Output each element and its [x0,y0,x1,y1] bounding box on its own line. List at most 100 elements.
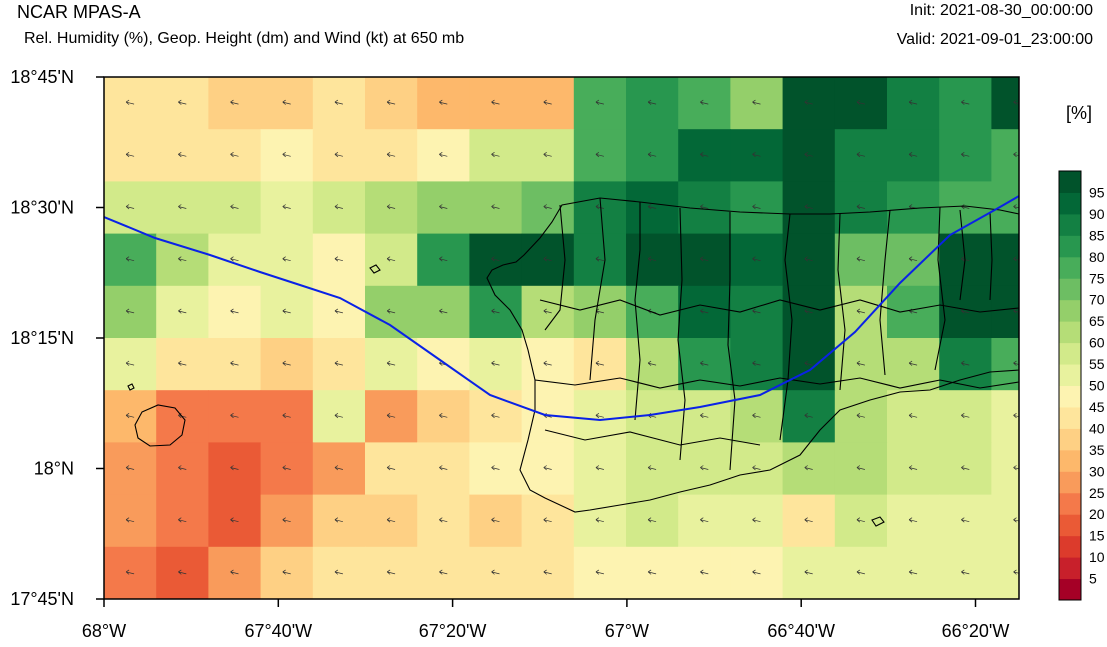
wind-vector [491,360,500,366]
wind-vector [908,152,918,158]
wind-vector [1013,360,1019,366]
wind-vector [908,569,918,575]
wind-vector [491,256,500,262]
wind-vector [752,517,761,523]
wind-vector [491,152,500,158]
colorbar-swatch [1059,278,1081,301]
wind-vector [334,308,343,314]
colorbar-swatch [1059,471,1081,494]
humidity-cell [991,442,1019,496]
colorbar: 5 10 15 20 25 30 35 40 45 50 55 60 65 70 75 80 85 90 95 [1058,170,1105,601]
humidity-cell [991,77,1019,130]
lon-tick-label: 67°40'W [244,621,312,641]
wind-vector [491,204,500,210]
wind-vector [178,465,187,471]
wind-vector [282,517,291,523]
wind-vector [543,99,552,105]
colorbar-swatch [1059,364,1081,386]
wind-vector [386,569,396,575]
wind-vector [752,465,761,471]
colorbar-unit: [%] [1066,103,1093,123]
wind-vector [804,360,813,366]
wind-vector [856,99,865,105]
colorbar-swatch [1059,428,1081,451]
colorbar-label: 95 [1089,184,1105,200]
lat-tick-label: 18°15'N [10,328,74,348]
wind-vector [700,465,709,471]
wind-vector [178,308,187,314]
wind-vector [386,360,396,366]
caja-de-muertos [871,516,885,527]
wind-vector [230,569,239,575]
colorbar-label: 50 [1089,378,1105,394]
wind-vector [230,465,239,471]
wind-vector [857,622,865,627]
wind-vector [1013,569,1019,575]
wind-vector [543,569,552,575]
monito-island [127,383,135,391]
wind-vector [386,204,396,210]
wind-vector [230,308,239,314]
wind-vector [386,152,396,158]
wind-vector [700,569,709,575]
colorbar-swatch [1059,321,1081,344]
wind-vector [125,517,135,523]
wind-vector [125,360,135,366]
colorbar-swatch [1059,449,1081,472]
wind-vector [700,99,709,105]
wind-vector [804,256,813,262]
colorbar-swatch [1059,514,1081,537]
wind-vector [125,465,135,471]
humidity-cell [835,599,888,647]
colorbar-frame [1058,170,1082,601]
wind-vector [282,308,291,314]
wind-vector [752,360,761,366]
wind-vector [334,152,343,158]
wind-vector [178,517,187,523]
wind-vector [909,622,917,627]
wind-vector [178,360,187,366]
wind-vector [439,204,448,210]
wind-vector [856,308,865,314]
wind-vector [543,517,552,523]
wind-vector [334,413,343,419]
colorbar-label: 55 [1089,356,1105,372]
wind-vector [753,622,761,627]
lat-tick-label: 18°30'N [10,198,74,218]
wind-vector [1013,517,1019,523]
wind-vector [543,204,552,210]
wind-vector [1013,152,1019,158]
colorbar-swatch [1059,213,1081,236]
wind-vector [804,517,813,523]
wind-vector [908,99,918,105]
wind-vector [595,360,604,366]
wind-vector [282,413,291,419]
wind-vector [544,622,552,627]
wind-vector [1013,308,1019,314]
wind-vector [700,360,709,366]
wind-vector [961,99,970,105]
wind-vector [282,256,291,262]
wind-vector [491,308,500,314]
colorbar-label: 40 [1089,420,1105,436]
wind-vector [908,256,918,262]
lon-tick-label: 66°20'W [942,621,1010,641]
wind-vector [1013,465,1019,471]
wind-vector [282,360,291,366]
wind-vector [231,622,239,627]
colorbar-swatch [1059,235,1081,258]
lat-tick-label: 18°N [34,459,74,479]
wind-vector [491,413,500,419]
humidity-cell [678,599,731,647]
colorbar-swatch [1059,192,1081,215]
wind-vector [178,622,186,627]
wind-vector [856,204,865,210]
wind-vector [700,308,709,314]
humidity-cell [991,181,1019,235]
wind-vector [125,569,135,575]
lat-tick-label: 18°45'N [10,67,74,87]
wind-vector [230,99,239,105]
colorbar-swatch [1059,492,1081,515]
wind-vector [1013,204,1019,210]
wind-vector [230,204,239,210]
